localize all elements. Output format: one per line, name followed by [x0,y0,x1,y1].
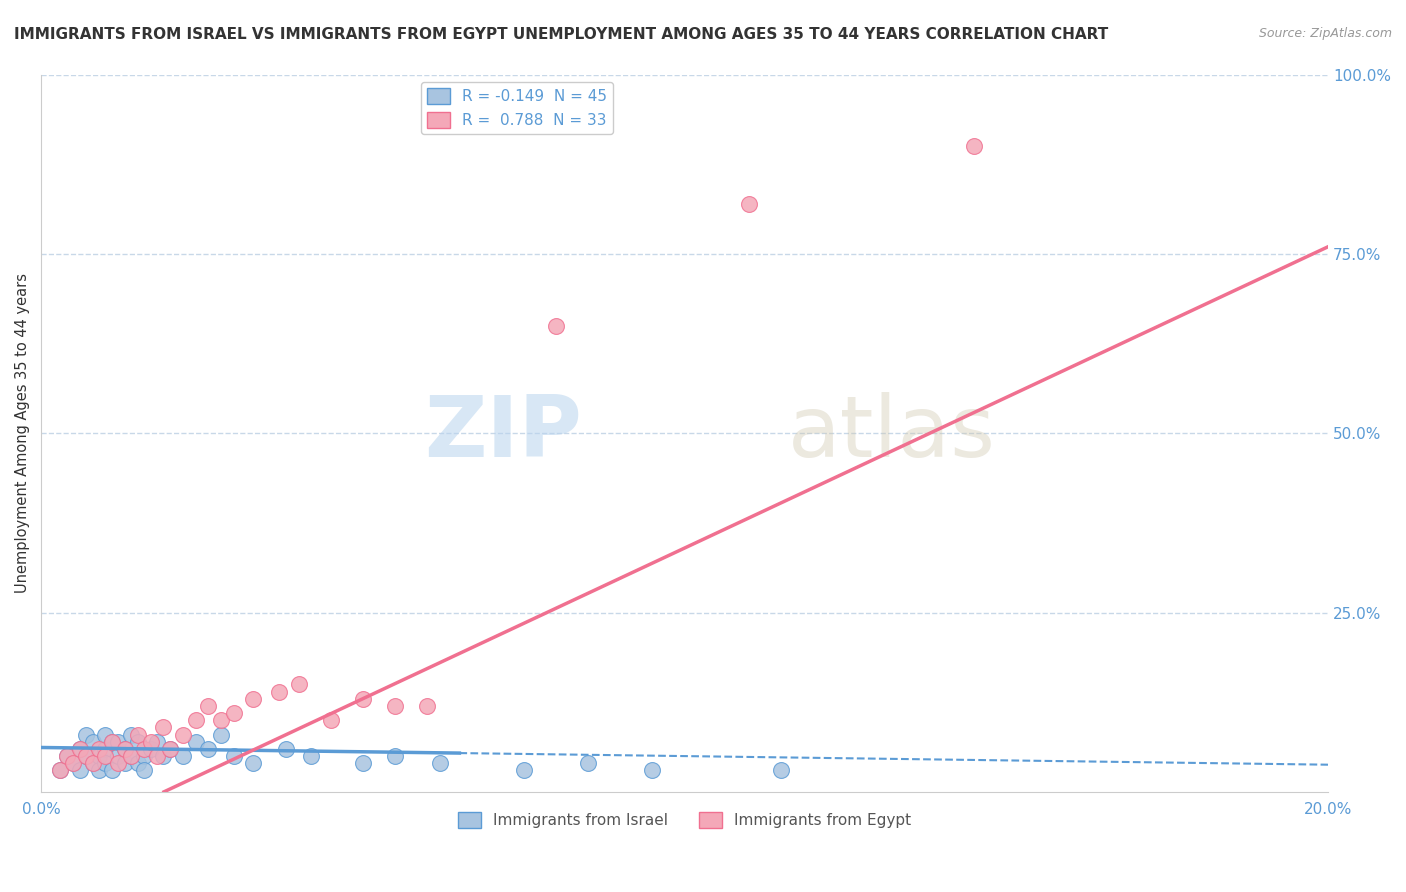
Point [152,749,174,764]
Point [132,742,155,756]
Point [416,698,439,713]
Point [132,764,155,778]
Point [641,764,664,778]
Point [544,318,567,333]
Point [172,728,194,742]
Point [82,756,104,771]
Point [75,728,97,742]
Point [82,735,104,749]
Point [209,713,232,727]
Point [384,749,406,764]
Point [172,749,194,764]
Point [120,749,142,764]
Point [87,764,110,778]
Point [62,756,84,771]
Point [75,749,97,764]
Point [269,684,291,698]
Point [56,749,79,764]
Point [139,735,162,749]
Point [242,756,264,771]
Point [209,728,232,742]
Point [101,735,124,749]
Point [62,756,84,771]
Point [120,728,142,742]
Point [69,742,91,756]
Point [87,742,110,756]
Point [159,742,181,756]
Point [146,735,169,749]
Point [146,749,169,764]
Point [184,735,207,749]
Point [94,742,117,756]
Point [184,713,207,727]
Point [107,756,129,771]
Point [132,749,155,764]
Point [197,698,219,713]
Point [152,720,174,734]
Text: IMMIGRANTS FROM ISRAEL VS IMMIGRANTS FROM EGYPT UNEMPLOYMENT AMONG AGES 35 TO 44: IMMIGRANTS FROM ISRAEL VS IMMIGRANTS FRO… [14,27,1108,42]
Point [127,728,149,742]
Point [120,749,142,764]
Point [101,735,124,749]
Point [738,196,761,211]
Point [56,749,79,764]
Point [75,749,97,764]
Point [159,742,181,756]
Point [94,728,117,742]
Point [299,749,322,764]
Point [274,742,297,756]
Point [127,756,149,771]
Point [101,764,124,778]
Point [197,742,219,756]
Point [107,749,129,764]
Point [352,691,374,706]
Point [127,735,149,749]
Y-axis label: Unemployment Among Ages 35 to 44 years: Unemployment Among Ages 35 to 44 years [15,273,30,593]
Point [114,742,136,756]
Point [49,764,72,778]
Point [114,742,136,756]
Point [114,756,136,771]
Point [69,764,91,778]
Point [429,756,451,771]
Point [139,742,162,756]
Point [576,756,599,771]
Point [87,749,110,764]
Text: atlas: atlas [787,392,995,475]
Point [384,698,406,713]
Point [49,764,72,778]
Point [224,749,246,764]
Point [287,677,309,691]
Point [107,735,129,749]
Point [82,756,104,771]
Point [242,691,264,706]
Point [352,756,374,771]
Point [319,713,342,727]
Text: ZIP: ZIP [425,392,582,475]
Legend: Immigrants from Israel, Immigrants from Egypt: Immigrants from Israel, Immigrants from … [453,806,917,835]
Point [69,742,91,756]
Point [224,706,246,720]
Point [513,764,536,778]
Point [94,749,117,764]
Text: Source: ZipAtlas.com: Source: ZipAtlas.com [1258,27,1392,40]
Point [770,764,793,778]
Point [94,756,117,771]
Point [963,139,986,153]
